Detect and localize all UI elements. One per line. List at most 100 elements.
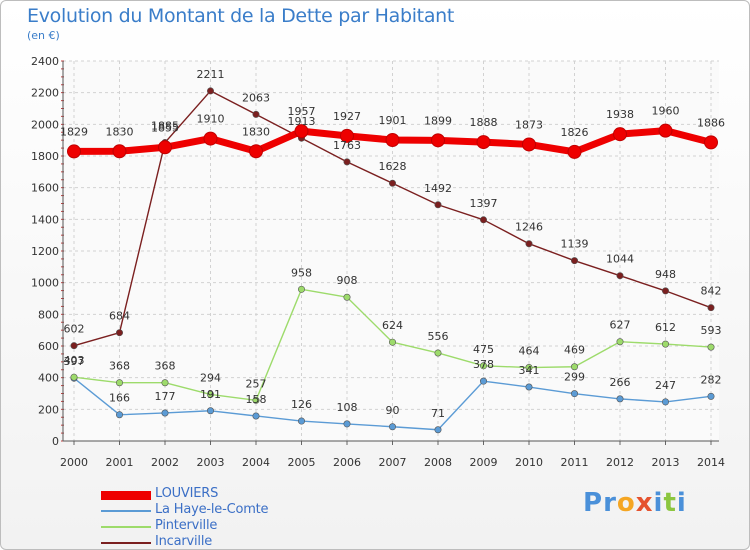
- data-label-louviers: 1960: [652, 105, 680, 118]
- data-point-pinterville: [70, 373, 78, 381]
- x-tick-label: 2008: [424, 456, 452, 469]
- x-tick-label: 2014: [697, 456, 725, 469]
- logo-letter: i: [653, 488, 664, 518]
- data-point-la-haye-le-comte: [479, 377, 487, 385]
- data-point-pinterville: [297, 285, 305, 293]
- x-tick-label: 2003: [197, 456, 225, 469]
- data-point-pinterville: [570, 363, 578, 371]
- data-label-incarville: 1044: [606, 253, 634, 266]
- data-label-pinterville: 958: [291, 266, 312, 279]
- x-tick-label: 2010: [515, 456, 543, 469]
- data-point-la-haye-le-comte: [525, 383, 533, 391]
- data-point-pinterville: [388, 338, 396, 346]
- data-label-louviers: 1888: [470, 116, 498, 129]
- data-point-la-haye-le-comte: [252, 412, 260, 420]
- y-tick-label: 2000: [31, 118, 59, 131]
- data-label-la-haye-le-comte: 266: [610, 376, 631, 389]
- data-point-pinterville: [434, 349, 442, 357]
- y-tick-label: 2400: [31, 55, 59, 68]
- logo-letter: t: [663, 488, 677, 518]
- data-point-incarville: [434, 201, 442, 209]
- data-label-la-haye-le-comte: 378: [473, 358, 494, 371]
- data-label-louviers: 1910: [197, 113, 225, 126]
- data-label-la-haye-le-comte: 247: [655, 379, 676, 392]
- data-label-pinterville: 908: [337, 274, 358, 287]
- data-point-la-haye-le-comte: [161, 409, 169, 417]
- x-tick-label: 2013: [652, 456, 680, 469]
- data-label-incarville: 1397: [470, 197, 498, 210]
- data-label-pinterville: 627: [610, 319, 631, 332]
- data-label-pinterville: 475: [473, 343, 494, 356]
- data-point-incarville: [70, 342, 78, 350]
- data-point-louviers: [340, 128, 354, 143]
- data-label-la-haye-le-comte: 158: [246, 393, 267, 406]
- legend-label-louviers: LOUVIERS: [155, 486, 219, 501]
- data-point-incarville: [661, 287, 669, 295]
- data-point-incarville: [207, 87, 215, 95]
- data-point-incarville: [570, 257, 578, 265]
- data-point-la-haye-le-comte: [707, 392, 715, 400]
- data-label-pinterville: 464: [519, 345, 540, 358]
- x-tick-label: 2006: [333, 456, 361, 469]
- data-label-incarville: 842: [701, 285, 722, 298]
- data-point-incarville: [707, 304, 715, 312]
- data-point-incarville: [525, 240, 533, 248]
- y-tick-label: 2200: [31, 87, 59, 100]
- data-point-pinterville: [707, 343, 715, 351]
- data-label-louviers: 1899: [424, 114, 452, 127]
- data-point-incarville: [343, 158, 351, 166]
- data-label-la-haye-le-comte: 397: [64, 355, 85, 368]
- data-point-louviers: [704, 135, 718, 150]
- data-label-pinterville: 593: [701, 324, 722, 337]
- data-label-louviers: 1927: [333, 110, 361, 123]
- y-tick-label: 1200: [31, 245, 59, 258]
- data-label-louviers: 1938: [606, 108, 634, 121]
- data-label-incarville: 1246: [515, 221, 543, 234]
- chart-title: Evolution du Montant de la Dette par Hab…: [27, 5, 455, 27]
- data-point-louviers: [294, 124, 309, 139]
- y-tick-label: 400: [38, 372, 59, 385]
- y-tick-label: 0: [52, 435, 59, 448]
- data-label-pinterville: 469: [564, 344, 585, 357]
- data-point-louviers: [658, 123, 673, 138]
- x-tick-label: 2005: [288, 456, 316, 469]
- y-tick-label: 1000: [31, 277, 59, 290]
- data-point-louviers: [385, 133, 400, 148]
- data-label-incarville: 1885: [151, 120, 179, 133]
- y-tick-label: 800: [38, 308, 59, 321]
- data-label-incarville: 1628: [379, 160, 407, 173]
- x-tick-label: 2007: [379, 456, 407, 469]
- data-label-pinterville: 368: [155, 360, 176, 373]
- data-point-pinterville: [616, 338, 624, 346]
- data-point-louviers: [203, 131, 218, 146]
- data-label-pinterville: 403: [64, 354, 85, 367]
- data-label-louviers: 1830: [242, 125, 270, 138]
- data-point-incarville: [252, 110, 260, 118]
- logo-letter: o: [616, 488, 636, 518]
- proxiti-logo: Proxiti: [583, 488, 687, 518]
- data-point-pinterville: [525, 364, 533, 372]
- data-label-la-haye-le-comte: 177: [155, 390, 176, 403]
- data-point-louviers: [476, 135, 491, 150]
- x-tick-label: 2009: [470, 456, 498, 469]
- data-label-louviers: 1829: [60, 125, 88, 138]
- data-point-incarville: [388, 179, 396, 187]
- x-tick-label: 2012: [606, 456, 634, 469]
- data-label-incarville: 1913: [288, 115, 316, 128]
- x-tick-label: 2001: [106, 456, 134, 469]
- x-tick-label: 2004: [242, 456, 270, 469]
- data-point-louviers: [67, 144, 81, 159]
- data-point-incarville: [616, 272, 624, 280]
- data-point-la-haye-le-comte: [116, 411, 124, 419]
- logo-letter: r: [603, 488, 617, 518]
- data-point-pinterville: [161, 379, 169, 387]
- logo-letter: x: [635, 488, 654, 518]
- data-label-incarville: 1492: [424, 182, 452, 195]
- data-label-incarville: 1139: [561, 238, 589, 251]
- data-label-louviers: 1830: [106, 125, 134, 138]
- logo-letter: P: [583, 488, 604, 518]
- data-point-la-haye-le-comte: [297, 417, 305, 425]
- data-label-la-haye-le-comte: 191: [200, 388, 221, 401]
